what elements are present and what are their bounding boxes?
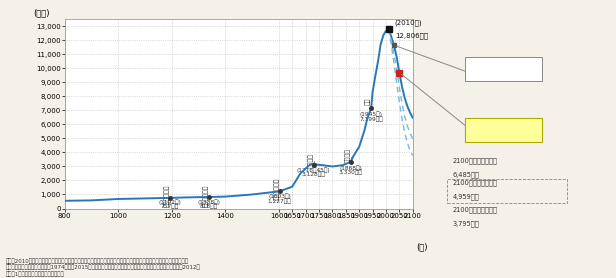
- Text: 4,959万人: 4,959万人: [453, 194, 479, 200]
- Text: 818万人: 818万人: [200, 203, 218, 209]
- Text: (1603年): (1603年): [268, 193, 291, 199]
- Text: (万人): (万人): [33, 9, 50, 18]
- Text: (1716～45年): (1716～45年): [297, 167, 331, 173]
- Text: 6,485万人: 6,485万人: [453, 172, 480, 178]
- FancyBboxPatch shape: [465, 57, 542, 81]
- Text: 2100年（低位推計）: 2100年（低位推計）: [453, 206, 498, 213]
- Text: 2030年: 2030年: [490, 63, 514, 71]
- Text: 2050年: 2050年: [490, 124, 514, 133]
- Text: 7,199万人: 7,199万人: [359, 116, 383, 122]
- Text: 江戸幕府成立: 江戸幕府成立: [274, 177, 280, 200]
- Text: 757万人: 757万人: [161, 203, 179, 209]
- Text: 2100年（高位推計）: 2100年（高位推計）: [453, 158, 498, 164]
- Text: 資料）2010年以前は総務省「国勢調査」、同「平成２２年国勢調査人口等基本集計」、国土庁「日本列島における人口分
　　　布の長期時系列分析」（1974年）、20: 資料）2010年以前は総務省「国勢調査」、同「平成２２年国勢調査人口等基本集計」…: [6, 258, 201, 277]
- Text: (1868年): (1868年): [339, 165, 362, 171]
- FancyBboxPatch shape: [465, 118, 542, 142]
- Text: 鸽倉幕府成立: 鸽倉幕府成立: [164, 184, 169, 207]
- Text: 室町幕府成立: 室町幕府成立: [203, 184, 209, 207]
- Text: 3,330万人: 3,330万人: [339, 170, 363, 175]
- Text: (2010年): (2010年): [395, 20, 423, 26]
- Text: (1945年): (1945年): [360, 111, 383, 117]
- Text: 明治維新: 明治維新: [345, 148, 351, 163]
- Text: 3,795万人: 3,795万人: [453, 220, 479, 227]
- Text: 3,128万人: 3,128万人: [302, 172, 325, 177]
- Text: 享保改革: 享保改革: [308, 153, 314, 168]
- Text: 2100年（中位推計）: 2100年（中位推計）: [453, 180, 498, 187]
- Text: 11,662万人: 11,662万人: [484, 71, 520, 80]
- Text: 12,806万人: 12,806万人: [395, 32, 428, 39]
- Text: (1338年): (1338年): [197, 199, 220, 205]
- Text: (1192年): (1192年): [158, 199, 181, 205]
- Text: 9,708万人: 9,708万人: [487, 132, 517, 141]
- Text: 1,227万人: 1,227万人: [268, 198, 291, 203]
- Text: 終戦: 終戦: [366, 98, 371, 105]
- Text: (年): (年): [416, 242, 428, 252]
